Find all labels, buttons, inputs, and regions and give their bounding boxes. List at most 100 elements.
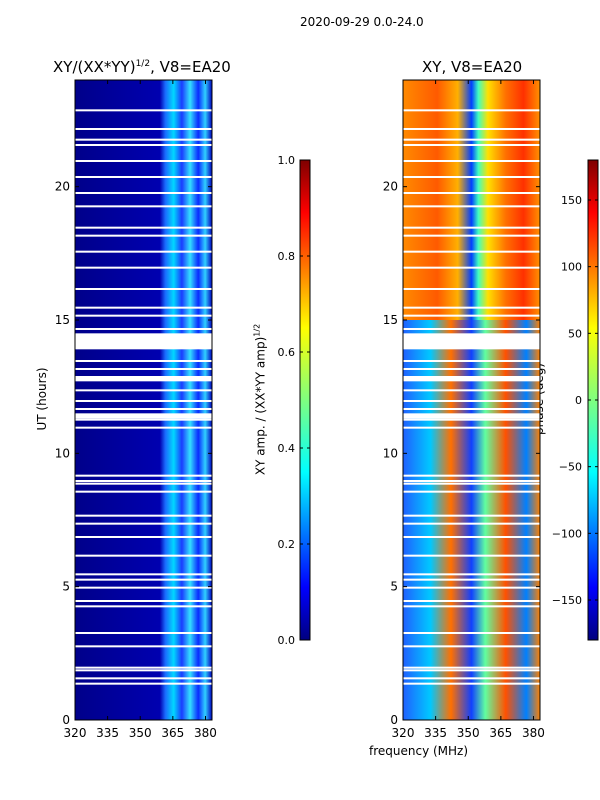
amp-flag-gap (75, 682, 212, 685)
amp-flag-gap (75, 266, 212, 269)
phase-flag-gap (403, 314, 540, 317)
phase-flag-block (403, 333, 540, 350)
phase-flag-gap (403, 205, 540, 208)
amp-flag-gap (75, 645, 212, 648)
figure-title: 2020-09-29 0.0-24.0 (300, 15, 424, 29)
phase-flag-gap (403, 554, 540, 557)
left-panel-title: XY/(XX*YY)1/2, V8=EA20 (53, 58, 231, 76)
amp-xtick-label: 380 (194, 726, 217, 740)
amp-flag-gap (75, 328, 212, 330)
amp-flag-gap (75, 418, 212, 421)
amp-flag-gap (75, 586, 212, 589)
phase-flag-gap (403, 144, 540, 146)
amp-colorbar-tick-label: 1.0 (278, 154, 296, 167)
amp-heatmap-gaps (75, 109, 212, 685)
amp-flag-gap (75, 666, 212, 669)
phase-flag-gap (403, 160, 540, 162)
left-title-main: XY/(XX*YY) (53, 58, 136, 76)
phase-colorbar-tick-label: −150 (552, 594, 582, 607)
phase-flag-gap (403, 288, 540, 290)
phase-colorbar-tick-label: 0 (575, 394, 582, 407)
amp-colorbar-tick-label: 0.8 (278, 250, 296, 263)
amp-flag-gap (75, 288, 212, 290)
phase-flag-gap (403, 514, 540, 517)
phase-flag-gap (403, 573, 540, 576)
phase-flag-gap (403, 490, 540, 493)
amp-flag-gap (75, 536, 212, 538)
amp-flag-gap (75, 205, 212, 208)
phase-colorbar-tick-label: −100 (552, 527, 582, 540)
phase-xtick-label: 380 (522, 726, 545, 740)
right-panel-title: XY, V8=EA20 (422, 58, 523, 76)
amp-heatmap-frame (74, 79, 213, 721)
amp-flag-gap (75, 389, 212, 392)
phase-flag-gap (403, 306, 540, 309)
phase-flag-block (403, 413, 540, 419)
amp-flag-gap (75, 514, 212, 517)
amp-flag-gap (75, 426, 212, 429)
phase-flag-gap (403, 480, 540, 482)
amp-ytick-label: 5 (62, 580, 70, 594)
amp-flag-gap (75, 306, 212, 309)
phase-flag-gap (403, 234, 540, 237)
phase-flag-gap (403, 536, 540, 538)
phase-flag-gap (403, 682, 540, 685)
amp-xtick-label: 350 (129, 726, 152, 740)
phase-flag-gap (403, 426, 540, 429)
amp-flag-gap (75, 578, 212, 581)
phase-flag-gap (403, 474, 540, 477)
phase-flag-gap (403, 408, 540, 410)
phase-flag-gap (403, 266, 540, 269)
amp-flag-gap (75, 109, 212, 112)
phase-colorbar-tick-label: 150 (561, 194, 582, 207)
phase-flag-block (403, 376, 540, 382)
phase-flag-gap (403, 605, 540, 608)
phase-colorbar-tick-label: 50 (568, 327, 582, 340)
amp-flag-gap (75, 400, 212, 402)
phase-ytick-label: 0 (390, 713, 398, 727)
phase-heatmap-panel: 320 335 350 365 380 0 5 10 15 20 (383, 79, 545, 740)
amp-colorbar-bar (299, 159, 311, 641)
phase-heatmap-ticks: 320 335 350 365 380 0 5 10 15 20 (383, 80, 545, 740)
amp-flag-block (75, 333, 212, 350)
amp-flag-gap (75, 226, 212, 229)
phase-flag-gap (403, 226, 540, 229)
amp-flag-gap (75, 632, 212, 634)
amp-colorbar-ticks: 0.0 0.2 0.4 0.6 0.8 1.0 (278, 154, 310, 647)
phase-flag-gap (403, 669, 540, 672)
phase-xtick-label: 335 (424, 726, 447, 740)
amp-flag-gap (75, 250, 212, 253)
amp-heatmap-panel: 320 335 350 365 380 0 5 10 15 20 (55, 79, 217, 740)
amp-flag-gap (75, 554, 212, 557)
phase-xtick-label: 365 (489, 726, 512, 740)
phase-xtick-label: 320 (392, 726, 415, 740)
amp-flag-gap (75, 600, 212, 602)
amp-flag-gap (75, 669, 212, 672)
phase-flag-gap (403, 360, 540, 362)
phase-flag-gap (403, 482, 540, 485)
amp-xtick-label: 365 (161, 726, 184, 740)
phase-colorbar: −150 −100 −50 0 50 100 150 (552, 159, 599, 641)
amp-colorbar-tick-label: 0.6 (278, 346, 296, 359)
amp-flag-gap (75, 314, 212, 317)
phase-ytick-label: 5 (390, 580, 398, 594)
amp-colorbar-tick-label: 0.2 (278, 538, 296, 551)
phase-flag-gap (403, 677, 540, 680)
amp-flag-gap (75, 192, 212, 194)
amp-flag-gap (75, 474, 212, 477)
phase-flag-gap (403, 176, 540, 178)
amp-ytick-label: 20 (55, 180, 70, 194)
phase-colorbar-tick-label: −50 (559, 461, 582, 474)
phase-ytick-label: 20 (383, 180, 398, 194)
amp-heatmap-ticks: 320 335 350 365 380 0 5 10 15 20 (55, 80, 217, 740)
amp-flag-gap (75, 360, 212, 362)
phase-flag-gap (403, 645, 540, 648)
phase-flag-gap (403, 522, 540, 525)
amp-flag-gap (75, 144, 212, 146)
phase-flag-gap (403, 632, 540, 634)
amp-ytick-label: 0 (62, 713, 70, 727)
amp-xtick-label: 320 (64, 726, 87, 740)
amp-flag-block (75, 413, 212, 419)
phase-colorbar-ticks: −150 −100 −50 0 50 100 150 (552, 194, 598, 607)
